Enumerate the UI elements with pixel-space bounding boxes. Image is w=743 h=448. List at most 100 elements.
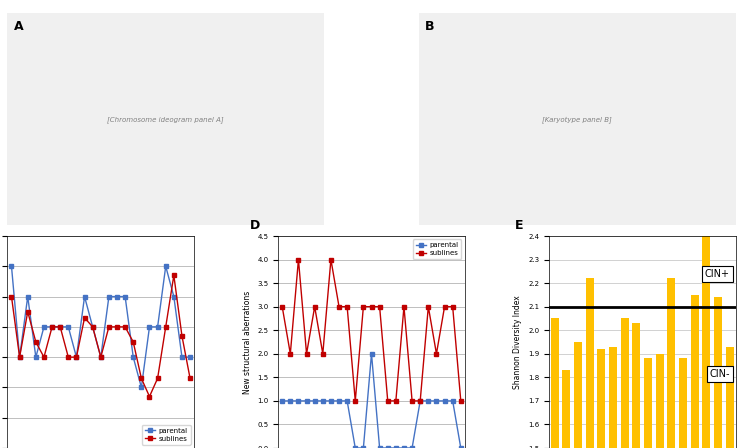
- sublines: [440, 304, 449, 310]
- sublines: [64, 354, 73, 360]
- parental: [56, 324, 65, 330]
- parental: [311, 398, 319, 404]
- Bar: [632, 323, 640, 448]
- Bar: [562, 370, 571, 448]
- Text: [Karyotype panel B]: [Karyotype panel B]: [542, 116, 612, 123]
- sublines: [408, 398, 417, 404]
- sublines: [88, 324, 97, 330]
- sublines: [334, 304, 343, 310]
- sublines: [178, 333, 186, 339]
- sublines: [120, 324, 129, 330]
- sublines: [400, 304, 409, 310]
- parental: [432, 398, 441, 404]
- parental: [7, 263, 16, 269]
- Line: sublines: sublines: [10, 273, 192, 399]
- parental: [359, 445, 368, 448]
- parental: [456, 445, 465, 448]
- parental: [440, 398, 449, 404]
- sublines: [23, 309, 32, 314]
- Bar: [597, 349, 606, 448]
- Text: A: A: [14, 20, 23, 33]
- sublines: [145, 394, 154, 399]
- sublines: [72, 354, 81, 360]
- sublines: [137, 376, 146, 381]
- parental: [278, 398, 287, 404]
- sublines: [161, 324, 170, 330]
- sublines: [169, 273, 178, 278]
- parental: [145, 324, 154, 330]
- sublines: [56, 324, 65, 330]
- parental: [351, 445, 360, 448]
- Bar: [726, 347, 734, 448]
- Text: CIN+: CIN+: [705, 269, 730, 279]
- parental: [39, 324, 48, 330]
- Line: sublines: sublines: [280, 258, 463, 403]
- parental: [186, 354, 195, 360]
- Bar: [667, 278, 675, 448]
- sublines: [375, 304, 384, 310]
- parental: [64, 324, 73, 330]
- Bar: [609, 347, 617, 448]
- sublines: [80, 315, 89, 320]
- sublines: [383, 398, 392, 404]
- parental: [383, 445, 392, 448]
- parental: [408, 445, 417, 448]
- Text: CIN-: CIN-: [710, 369, 730, 379]
- sublines: [318, 351, 327, 357]
- parental: [137, 385, 146, 390]
- sublines: [311, 304, 319, 310]
- sublines: [129, 339, 137, 345]
- sublines: [105, 324, 114, 330]
- Bar: [551, 319, 559, 448]
- sublines: [278, 304, 287, 310]
- Bar: [702, 196, 710, 448]
- parental: [448, 398, 457, 404]
- Bar: [644, 358, 652, 448]
- parental: [318, 398, 327, 404]
- Y-axis label: New structural aberrations: New structural aberrations: [243, 290, 252, 394]
- Bar: [679, 358, 687, 448]
- sublines: [456, 398, 465, 404]
- sublines: [15, 354, 24, 360]
- sublines: [351, 398, 360, 404]
- parental: [375, 445, 384, 448]
- sublines: [326, 257, 335, 262]
- Text: E: E: [515, 219, 524, 232]
- sublines: [343, 304, 351, 310]
- sublines: [112, 324, 121, 330]
- Bar: [620, 319, 629, 448]
- parental: [178, 354, 186, 360]
- Text: B: B: [425, 20, 435, 33]
- parental: [31, 354, 40, 360]
- Y-axis label: Shannon Diversity Index: Shannon Diversity Index: [513, 295, 522, 389]
- sublines: [432, 351, 441, 357]
- sublines: [294, 257, 303, 262]
- parental: [343, 398, 351, 404]
- parental: [153, 324, 162, 330]
- sublines: [39, 354, 48, 360]
- Bar: [714, 297, 722, 448]
- parental: [334, 398, 343, 404]
- sublines: [359, 304, 368, 310]
- parental: [169, 294, 178, 299]
- parental: [286, 398, 295, 404]
- sublines: [424, 304, 432, 310]
- parental: [392, 445, 400, 448]
- parental: [424, 398, 432, 404]
- sublines: [7, 294, 16, 299]
- sublines: [416, 398, 425, 404]
- parental: [161, 263, 170, 269]
- Line: parental: parental: [280, 352, 463, 448]
- Legend: parental, sublines: parental, sublines: [142, 425, 191, 444]
- Bar: [574, 342, 582, 448]
- sublines: [448, 304, 457, 310]
- sublines: [367, 304, 376, 310]
- parental: [80, 294, 89, 299]
- parental: [48, 324, 56, 330]
- sublines: [302, 351, 311, 357]
- parental: [112, 294, 121, 299]
- parental: [326, 398, 335, 404]
- Text: [Chromosome ideogram panel A]: [Chromosome ideogram panel A]: [108, 116, 224, 123]
- Bar: [691, 295, 699, 448]
- parental: [302, 398, 311, 404]
